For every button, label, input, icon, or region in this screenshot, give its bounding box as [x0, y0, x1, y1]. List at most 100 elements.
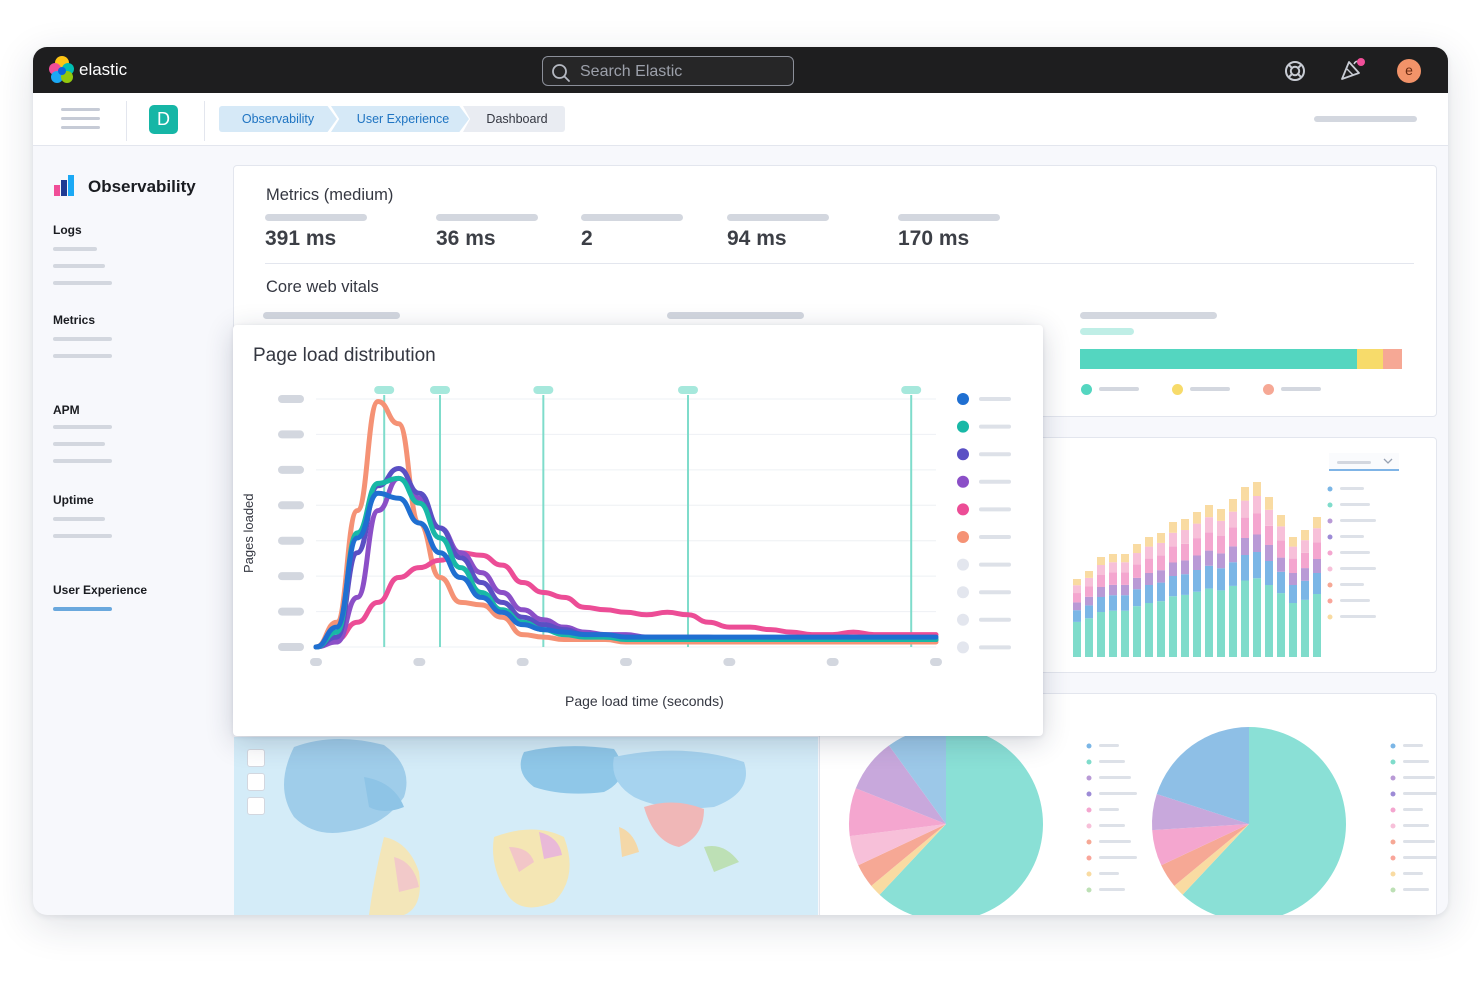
legend-dot[interactable] [957, 531, 969, 543]
legend-label-placeholder [1099, 387, 1139, 391]
pie-charts [849, 727, 1437, 915]
stacked-bar-segment [1277, 515, 1285, 527]
legend-dot [1086, 839, 1092, 845]
legend-dot [1327, 566, 1333, 572]
legend-label-placeholder [1340, 583, 1364, 586]
breakdown-select[interactable] [1329, 453, 1399, 471]
stacked-bar-segment [1229, 511, 1237, 528]
brand-name[interactable]: elastic [79, 60, 128, 79]
map-zoom-in-button[interactable] [247, 749, 265, 767]
sidebar-link-placeholder[interactable] [53, 337, 112, 341]
legend-dot [1327, 502, 1333, 508]
page-load-chart[interactable] [233, 325, 1043, 736]
stacked-bar-segment [1301, 552, 1309, 569]
stacked-bar-segment [1229, 499, 1237, 512]
series-line [313, 490, 939, 650]
legend-dot [1390, 823, 1396, 829]
legend-dot [1390, 839, 1396, 845]
world-map[interactable] [234, 737, 818, 915]
stacked-bar-segment [1121, 562, 1129, 573]
newsfeed-icon[interactable] [1339, 57, 1367, 83]
sidebar-link-placeholder[interactable] [53, 354, 112, 358]
legend-label-placeholder [1099, 872, 1119, 875]
legend-dot[interactable] [957, 475, 969, 488]
pie-slice [1161, 824, 1249, 886]
legend-label-placeholder [979, 645, 1011, 650]
legend-dot[interactable] [957, 393, 969, 405]
metric-label-placeholder [581, 214, 683, 221]
stacked-bar-segment [1301, 568, 1309, 581]
stacked-bar-segment [1121, 572, 1129, 585]
stacked-bar-segment [1313, 517, 1321, 529]
map-zoom-out-button[interactable] [247, 773, 265, 791]
cwv-needs-improvement-segment [1356, 349, 1383, 369]
sidebar-link-placeholder[interactable] [53, 281, 112, 285]
elastic-logo-icon[interactable] [48, 56, 76, 84]
menu-toggle-icon[interactable] [61, 108, 101, 130]
help-icon[interactable] [1284, 60, 1306, 82]
metric-label-placeholder [898, 214, 1000, 221]
legend-dot[interactable] [957, 558, 969, 571]
sidebar-link-placeholder[interactable] [53, 534, 112, 538]
stacked-bar-segment [1205, 532, 1213, 551]
stacked-bar-segment [1193, 523, 1201, 539]
observability-icon [54, 175, 74, 196]
sidebar-section-metrics[interactable]: Metrics [53, 313, 96, 327]
legend-dot[interactable] [957, 613, 969, 626]
sidebar-link-placeholder[interactable] [53, 517, 105, 521]
stacked-bar-segment [1265, 509, 1273, 526]
sidebar-section-apm[interactable]: APM [53, 403, 80, 417]
sidebar-section-uptime[interactable]: Uptime [53, 493, 94, 507]
page-views-stacked-chart [1073, 482, 1321, 657]
sidebar-section-user-experience[interactable]: User Experience [53, 583, 148, 597]
stacked-bar-segment [1229, 562, 1237, 586]
map-reset-button[interactable] [247, 797, 265, 815]
stacked-bar-segment [1241, 487, 1249, 501]
search-input[interactable]: Search Elastic [542, 56, 794, 86]
sidebar-link-placeholder[interactable] [53, 425, 112, 429]
stacked-bar-segment [1097, 557, 1105, 565]
y-tick-label-placeholder [278, 395, 304, 403]
select-placeholder [1337, 461, 1371, 464]
legend-dot [1390, 791, 1396, 797]
sidebar-section-logs[interactable]: Logs [53, 223, 82, 237]
breadcrumb-bar: D Observability User Experience Dashboar… [33, 93, 1448, 146]
cwv-poor-segment [1382, 349, 1402, 369]
core-web-vitals-bar[interactable] [1080, 349, 1402, 369]
legend-label-placeholder [1403, 840, 1435, 843]
stacked-bar-segment [1085, 586, 1093, 597]
legend-dot [1390, 887, 1396, 893]
stacked-bar-segment [1205, 517, 1213, 533]
legend-label-placeholder [1340, 487, 1364, 490]
sidebar-link-placeholder[interactable] [53, 264, 105, 268]
stacked-bar-segment [1109, 584, 1117, 596]
legend-dot[interactable] [957, 420, 969, 433]
legend-label-placeholder [1403, 856, 1437, 859]
x-tick-label-placeholder [310, 658, 322, 666]
y-tick-label-placeholder [278, 430, 304, 439]
legend-dot[interactable] [957, 503, 969, 516]
legend-dot [1327, 614, 1333, 620]
stacked-bar-segment [1241, 500, 1249, 518]
legend-dot[interactable] [957, 448, 969, 461]
legend-dot[interactable] [957, 641, 969, 654]
stacked-bar-segment [1085, 596, 1093, 606]
user-avatar[interactable]: e [1397, 59, 1421, 83]
stacked-bar-segment [1181, 530, 1189, 544]
space-avatar[interactable]: D [149, 105, 178, 134]
stacked-bar-segment [1229, 527, 1237, 547]
breadcrumb-user-experience[interactable]: User Experience [331, 106, 469, 132]
legend-label-placeholder [1099, 744, 1119, 747]
sidebar-link-placeholder[interactable] [53, 247, 97, 251]
legend-label-placeholder [979, 507, 1011, 512]
legend-dot [1086, 855, 1092, 861]
stacked-bar-segment [1109, 595, 1117, 611]
sidebar-link-placeholder[interactable] [53, 459, 112, 463]
percentile-marker-label [430, 386, 450, 394]
stacked-bar-segment [1241, 555, 1249, 581]
breadcrumb-observability[interactable]: Observability [219, 106, 337, 132]
x-tick-label-placeholder [930, 658, 942, 666]
sidebar-link-placeholder[interactable] [53, 442, 105, 446]
legend-dot[interactable] [957, 586, 969, 599]
stacked-bar-segment [1157, 542, 1165, 556]
